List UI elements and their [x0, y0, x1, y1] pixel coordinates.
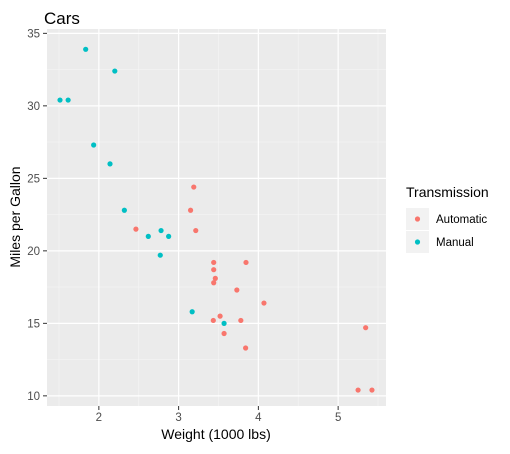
x-axis: 2 3 4 5 — [96, 406, 341, 424]
legend-label-manual: Manual — [436, 237, 474, 249]
legend-title: Transmission — [406, 184, 489, 200]
x-tick-label: 5 — [335, 412, 341, 424]
data-point-manual — [91, 142, 97, 148]
data-point-automatic — [221, 330, 227, 337]
minor-gridlines — [47, 29, 386, 406]
data-point-manual — [145, 233, 151, 239]
legend-marker-automatic — [414, 216, 421, 222]
data-point-automatic — [243, 345, 249, 351]
y-tick-label: 30 — [27, 101, 40, 113]
y-tick-label: 20 — [27, 246, 40, 258]
data-point-automatic — [210, 317, 216, 324]
data-point-automatic — [191, 184, 197, 190]
data-point-automatic — [238, 317, 244, 324]
data-point-automatic — [187, 207, 194, 213]
data-point-manual — [221, 320, 227, 326]
y-axis: 10 15 20 25 30 35 — [27, 28, 47, 403]
x-tick-label: 3 — [175, 412, 181, 424]
data-point-manual — [57, 97, 63, 103]
chart-title: Cars — [44, 9, 80, 28]
data-point-automatic — [355, 387, 361, 393]
x-axis-label: Weight (1000 lbs) — [161, 426, 270, 442]
data-point-automatic — [211, 267, 217, 273]
data-point-automatic — [369, 387, 375, 393]
data-point-manual — [166, 233, 172, 239]
data-point-automatic — [211, 280, 217, 286]
data-point-automatic — [261, 300, 267, 306]
data-point-manual — [107, 161, 113, 167]
data-point-manual — [65, 97, 71, 103]
y-tick-label: 10 — [27, 391, 40, 403]
legend-items: Automatic Manual — [406, 208, 487, 253]
y-tick-label: 25 — [27, 173, 40, 185]
data-point-manual — [157, 252, 163, 258]
y-tick-label: 35 — [27, 28, 40, 40]
data-point-manual — [83, 46, 89, 52]
data-point-manual — [158, 227, 164, 234]
data-point-automatic — [193, 227, 199, 234]
y-tick-label: 15 — [27, 318, 40, 330]
x-tick-label: 2 — [96, 412, 102, 424]
plot-panel — [47, 29, 386, 406]
legend-label-automatic: Automatic — [436, 214, 487, 226]
data-point-automatic — [234, 287, 240, 293]
data-point-automatic — [133, 226, 139, 232]
data-points — [57, 46, 375, 393]
data-point-automatic — [243, 259, 249, 266]
legend-marker-manual — [414, 239, 421, 245]
major-gridlines — [47, 29, 386, 406]
data-point-automatic — [363, 325, 369, 331]
data-point-manual — [189, 309, 195, 315]
data-point-automatic — [212, 275, 218, 281]
data-point-manual — [121, 207, 127, 213]
y-axis-label: Miles per Gallon — [7, 166, 23, 267]
x-tick-label: 4 — [255, 412, 262, 424]
legend: Transmission Automatic Manual — [406, 184, 489, 253]
data-point-manual — [112, 68, 118, 74]
data-point-automatic — [211, 259, 217, 266]
data-point-automatic — [217, 313, 223, 319]
